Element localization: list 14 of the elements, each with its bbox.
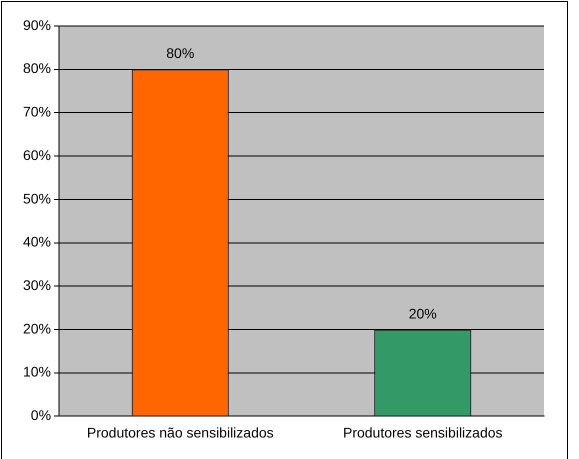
data-label: 20% <box>408 305 437 322</box>
y-tick-label: 0% <box>30 407 52 424</box>
y-tick-label: 70% <box>22 104 52 120</box>
y-tick-label: 40% <box>22 234 52 250</box>
y-tick-label: 50% <box>22 190 52 206</box>
y-tick-label: 60% <box>22 146 52 163</box>
y-tick-label: 10% <box>22 364 52 380</box>
y-tick-label: 90% <box>22 16 52 33</box>
y-tick-label: 30% <box>22 276 52 293</box>
y-tick-label: 20% <box>22 320 52 336</box>
data-label: 80% <box>166 45 194 62</box>
x-tick-label: Produtores sensibilizados <box>342 424 503 440</box>
y-tick-label: 80% <box>22 60 52 76</box>
x-tick-label: Produtores não sensibilizados <box>86 424 274 440</box>
